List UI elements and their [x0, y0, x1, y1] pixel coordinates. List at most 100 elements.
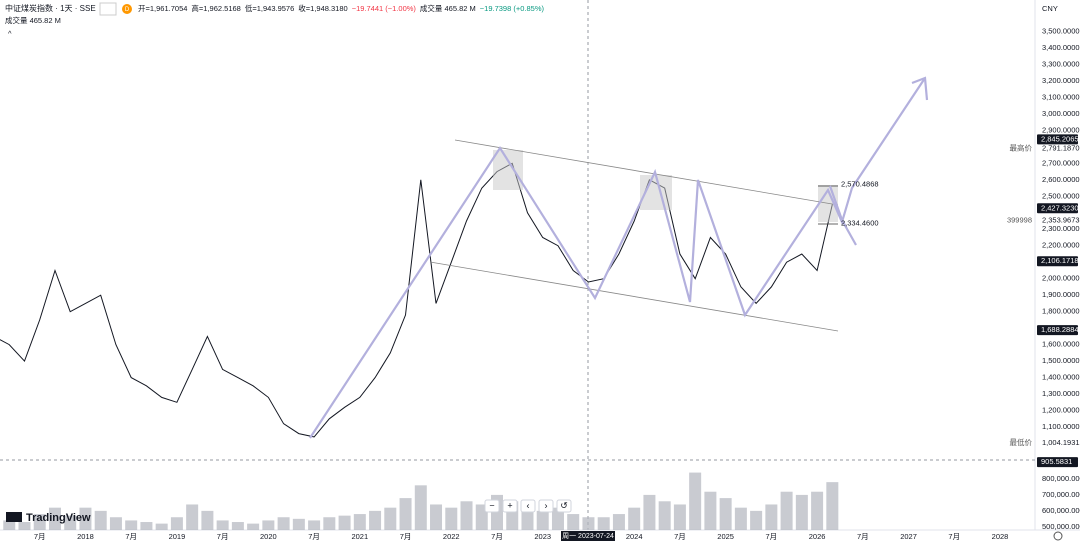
volume-bar [704, 491, 717, 530]
x-tick-label: 2022 [443, 532, 460, 541]
marked-price: 1,004.1931 [1042, 438, 1080, 447]
y-tick-label: 2,500.0000 [1042, 191, 1080, 200]
quote-item: −19.7398 (+0.85%) [480, 4, 545, 13]
x-tick-label: 7月 [217, 532, 229, 541]
x-tick-label: 7月 [674, 532, 686, 541]
annotation: 2,570.4868 [841, 180, 879, 189]
volume-bar [3, 520, 16, 530]
volume-bar [643, 494, 656, 530]
volume-bar [216, 520, 229, 530]
x-tick-label: 2018 [77, 532, 94, 541]
price-badge-bg [1037, 134, 1078, 145]
volume-bar [125, 520, 138, 530]
marked-price: 2,353.9673 [1042, 215, 1080, 224]
y-tick-label: 1,900.0000 [1042, 290, 1080, 299]
y-tick-label: 2,200.0000 [1042, 241, 1080, 250]
volume-bar [277, 517, 290, 530]
x-tick-label: 2021 [351, 532, 368, 541]
y-tick-label: 3,500.0000 [1042, 26, 1080, 35]
volume-bar [811, 491, 824, 530]
volume-bar [780, 491, 793, 530]
x-tick-label: 7月 [491, 532, 503, 541]
volume-bar [430, 504, 443, 530]
volume-bar [231, 522, 244, 530]
x-tick-label: 2023 [534, 532, 551, 541]
volume-bar [673, 504, 686, 530]
volume-bar [384, 507, 397, 530]
volume-tick-label: 500,000.0000 [1042, 522, 1080, 531]
x-tick-label: 7月 [400, 532, 412, 541]
x-tick-label: 7月 [125, 532, 137, 541]
volume-bar [719, 498, 732, 530]
volume-bar [750, 510, 763, 530]
volume-bar [369, 510, 382, 530]
y-tick-label: 2,000.0000 [1042, 274, 1080, 283]
quote-item: 开=1,961.7054 [138, 4, 187, 13]
marked-price-name: 399998 [1007, 215, 1032, 224]
price-badge-bg [1037, 203, 1078, 214]
annotation: 2,334.4600 [841, 219, 879, 228]
volume-bar [170, 517, 183, 530]
x-tick-label: 2019 [169, 532, 186, 541]
volume-bar [765, 504, 778, 530]
x-tick-label: 7月 [857, 532, 869, 541]
y-tick-label: 1,400.0000 [1042, 373, 1080, 382]
volume-bar [48, 507, 61, 530]
volume-tick-label: 800,000.0000 [1042, 474, 1080, 483]
volume-bar [612, 514, 625, 530]
volume-bar [689, 472, 702, 530]
collapse[interactable]: ^ [8, 29, 12, 38]
y-tick-label: 2,700.0000 [1042, 158, 1080, 167]
toolbar-button[interactable] [502, 499, 518, 513]
price-badge: 2,845.2065 [1041, 134, 1079, 143]
volume-bar [94, 510, 107, 530]
header: 中证煤炭指数 · 1天 · SSE D 开=1,961.7054 高=1,962.… [5, 2, 1058, 38]
toolbar-icon[interactable]: ↺ [560, 500, 568, 510]
volume-bar [247, 523, 260, 530]
volume-bar [353, 514, 366, 530]
quote-item: 高=1,962.5168 [191, 3, 240, 13]
toolbar-button[interactable] [538, 499, 554, 513]
btn[interactable] [99, 2, 117, 16]
toolbar-icon[interactable]: − [489, 500, 494, 510]
volume-bar [109, 517, 122, 530]
logo-text: TradingView [26, 512, 91, 524]
symbol: 中证煤炭指数 · 1天 · SSE [5, 3, 96, 13]
toolbar-icon[interactable]: › [545, 500, 548, 510]
quote-item: 收=1,948.3180 [298, 3, 347, 13]
y-tick-label: 1,300.0000 [1042, 389, 1080, 398]
settings[interactable] [1053, 531, 1063, 541]
quote-item: 低=1,943.9576 [245, 3, 294, 13]
volume-bar [597, 517, 610, 530]
y-tick-label: 2,900.0000 [1042, 125, 1080, 134]
toolbar-button[interactable] [484, 499, 500, 513]
x-tick-label: 7月 [766, 532, 778, 541]
volume-bar [18, 522, 31, 530]
price-badge-bg [1037, 325, 1078, 336]
toolbar-icon[interactable]: + [507, 500, 512, 510]
toolbar-button[interactable] [556, 499, 572, 513]
x-tick-label: 2026 [809, 532, 826, 541]
y-tick-label: 1,100.0000 [1042, 422, 1080, 431]
volume-bar [460, 501, 473, 530]
volume-bar [582, 517, 595, 530]
badge-text: D [125, 7, 130, 13]
x-tick-label: 7月 [34, 532, 46, 541]
volume-tick-label: 700,000.0000 [1042, 490, 1080, 499]
volume-legend: 成交量 465.82 M [5, 15, 61, 25]
quote-item: −19.7441 (−1.00%) [352, 4, 417, 13]
y-tick-label: 1,600.0000 [1042, 340, 1080, 349]
y-tick-label: 2,600.0000 [1042, 175, 1080, 184]
y-tick-label: 3,300.0000 [1042, 59, 1080, 68]
y-tick-label: 3,400.0000 [1042, 43, 1080, 52]
volume-bar [338, 515, 351, 530]
toolbar-button[interactable] [520, 499, 536, 513]
volume-bar [826, 482, 839, 530]
volume-bar [140, 522, 153, 530]
volume-bar [33, 514, 46, 530]
price-badge: 2,106.1718 [1041, 256, 1079, 265]
toolbar-icon[interactable]: ‹ [527, 500, 530, 510]
volume-badge-bg [1037, 457, 1078, 468]
quote: 开=1,961.7054 高=1,962.5168 低=1,943.9576 收=1,… [138, 3, 544, 13]
